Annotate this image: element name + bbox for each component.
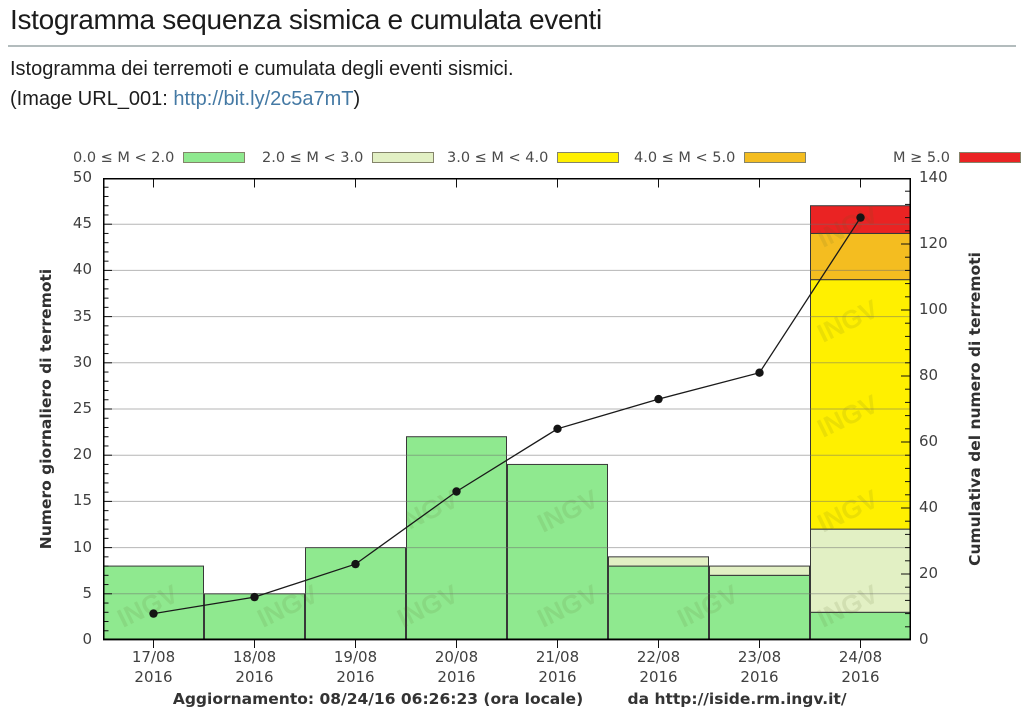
legend-label: 3.0 ≤ M < 4.0 bbox=[447, 149, 549, 166]
legend-item: M ≥ 5.0 bbox=[893, 149, 1021, 166]
title-divider bbox=[8, 45, 1016, 47]
footer-update-text: Aggiornamento: 08/24/16 06:26:23 (ora lo… bbox=[172, 690, 584, 708]
right-axis-title: Cumulativa del numero di terremoti bbox=[966, 252, 984, 566]
watermark-text: INGV bbox=[252, 388, 323, 443]
watermark-text: INGV bbox=[532, 293, 603, 348]
bar-segment bbox=[608, 565, 709, 641]
watermark-text: INGV bbox=[392, 388, 463, 443]
legend-item: 4.0 ≤ M < 5.0 bbox=[634, 149, 807, 166]
legend-swatch bbox=[744, 152, 807, 163]
tick-label: 20/08 2016 bbox=[434, 648, 479, 686]
subtitle: Istogramma dei terremoti e cumulata degl… bbox=[10, 58, 514, 80]
cumulative-line bbox=[153, 217, 862, 615]
tick-label: 40 bbox=[919, 498, 939, 516]
bar-segment bbox=[709, 574, 810, 641]
data-point-marker bbox=[149, 609, 158, 618]
data-point-marker bbox=[351, 559, 360, 569]
tick-label: 25 bbox=[72, 399, 92, 417]
tick-label: 35 bbox=[72, 306, 92, 325]
legend-swatch bbox=[557, 152, 620, 163]
tick-label: 50 bbox=[72, 168, 92, 186]
image-url-prefix: (Image URL_001: bbox=[10, 88, 174, 110]
watermark-text: INGV bbox=[672, 293, 743, 348]
bar-segment bbox=[810, 232, 911, 281]
tick-label: 17/08 2016 bbox=[131, 648, 176, 686]
legend-label: 4.0 ≤ M < 5.0 bbox=[634, 149, 736, 166]
legend-item: 3.0 ≤ M < 4.0 bbox=[447, 149, 620, 166]
watermark-text: INGV bbox=[392, 293, 463, 348]
watermark-text: INGV bbox=[392, 198, 463, 253]
data-point-marker bbox=[452, 487, 461, 496]
page-title: Istogramma sequenza sismica e cumulata e… bbox=[10, 4, 602, 35]
watermark-text: INGV bbox=[672, 198, 743, 253]
legend-item: 2.0 ≤ M < 3.0 bbox=[262, 149, 435, 166]
tick-label: 18/08 2016 bbox=[232, 648, 277, 686]
bar-segment bbox=[103, 565, 204, 641]
legend-swatch bbox=[372, 152, 435, 163]
watermark-text: INGV bbox=[112, 483, 183, 538]
image-url-line: (Image URL_001: http://bit.ly/2c5a7mT) bbox=[10, 88, 360, 111]
tick-label: 0 bbox=[919, 630, 929, 648]
image-url-suffix: ) bbox=[353, 88, 361, 110]
legend-swatch bbox=[958, 152, 1021, 163]
data-point-marker bbox=[553, 424, 562, 433]
bar-segment bbox=[810, 611, 911, 641]
tick-label: 20 bbox=[72, 445, 92, 464]
watermark-text: INGV bbox=[672, 388, 743, 443]
watermark-text: INGV bbox=[532, 198, 603, 253]
watermark-text: INGV bbox=[532, 388, 603, 443]
tick-label: 19/08 2016 bbox=[333, 648, 378, 686]
data-point-marker bbox=[250, 592, 259, 602]
tick-label: 10 bbox=[72, 537, 92, 556]
tick-label: 30 bbox=[72, 352, 92, 371]
bar-segment bbox=[810, 279, 911, 530]
legend-swatch bbox=[183, 152, 246, 163]
legend-item: 0.0 ≤ M < 2.0 bbox=[73, 149, 246, 166]
legend-label: 2.0 ≤ M < 3.0 bbox=[262, 149, 364, 166]
bar-segment bbox=[709, 565, 810, 576]
legend-label: M ≥ 5.0 bbox=[893, 149, 950, 166]
footer-source-text: da http://iside.rm.ingv.it/ bbox=[627, 690, 847, 708]
bar-segment bbox=[608, 556, 709, 567]
data-point-marker bbox=[654, 394, 663, 404]
tick-label: 120 bbox=[919, 234, 948, 252]
tick-label: 100 bbox=[919, 300, 948, 318]
image-url-link[interactable]: http://bit.ly/2c5a7mT bbox=[173, 88, 354, 110]
data-point-marker bbox=[755, 368, 764, 377]
watermark-text: INGV bbox=[112, 198, 183, 253]
watermark-text: INGV bbox=[252, 293, 323, 348]
left-axis-title: Numero giornaliero di terremoti bbox=[37, 268, 55, 550]
tick-label: 24/08 2016 bbox=[838, 648, 883, 686]
tick-label: 45 bbox=[72, 214, 92, 233]
plot-border bbox=[103, 178, 911, 640]
tick-label: 23/08 2016 bbox=[737, 648, 782, 686]
tick-label: 15 bbox=[72, 491, 92, 510]
watermark-text: INGV bbox=[112, 388, 183, 443]
watermark-text: INGV bbox=[252, 198, 323, 253]
tick-label: 0 bbox=[82, 630, 92, 648]
tick-label: 5 bbox=[82, 583, 92, 602]
watermark-text: INGV bbox=[252, 483, 323, 538]
plot-area: INGV INGV INGV INGV INGV INGV INGV INGV INGV INGV… bbox=[103, 178, 911, 648]
bar-segment bbox=[810, 528, 911, 613]
watermark-text: INGV bbox=[672, 483, 743, 538]
tick-label: 80 bbox=[919, 366, 939, 384]
data-point-marker bbox=[856, 213, 865, 222]
legend-label: 0.0 ≤ M < 2.0 bbox=[73, 149, 175, 166]
tick-label: 22/08 2016 bbox=[636, 648, 681, 686]
tick-label: 60 bbox=[919, 432, 939, 450]
watermark-text: INGV bbox=[112, 293, 183, 348]
tick-label: 20 bbox=[919, 564, 939, 582]
tick-label: 21/08 2016 bbox=[535, 648, 580, 686]
tick-label: 40 bbox=[72, 260, 92, 279]
tick-label: 140 bbox=[919, 168, 948, 186]
